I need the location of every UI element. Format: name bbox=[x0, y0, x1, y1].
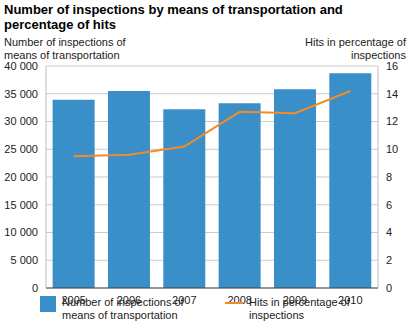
svg-text:16: 16 bbox=[386, 60, 398, 72]
svg-text:40 000: 40 000 bbox=[8, 60, 38, 72]
svg-text:6: 6 bbox=[386, 199, 392, 211]
svg-text:14: 14 bbox=[386, 88, 398, 100]
svg-text:10 000: 10 000 bbox=[8, 226, 38, 238]
svg-text:30 000: 30 000 bbox=[8, 115, 38, 127]
svg-text:35 000: 35 000 bbox=[8, 88, 38, 100]
svg-text:0: 0 bbox=[32, 282, 38, 294]
svg-text:4: 4 bbox=[386, 226, 392, 238]
svg-text:25 000: 25 000 bbox=[8, 143, 38, 155]
svg-text:15 000: 15 000 bbox=[8, 199, 38, 211]
svg-text:12: 12 bbox=[386, 115, 398, 127]
svg-text:5 000: 5 000 bbox=[10, 254, 38, 266]
svg-text:20 000: 20 000 bbox=[8, 171, 38, 183]
svg-text:8: 8 bbox=[386, 171, 392, 183]
svg-text:0: 0 bbox=[386, 282, 392, 294]
svg-text:10: 10 bbox=[386, 143, 398, 155]
svg-text:2: 2 bbox=[386, 254, 392, 266]
svg-text:2008: 2008 bbox=[227, 294, 251, 306]
